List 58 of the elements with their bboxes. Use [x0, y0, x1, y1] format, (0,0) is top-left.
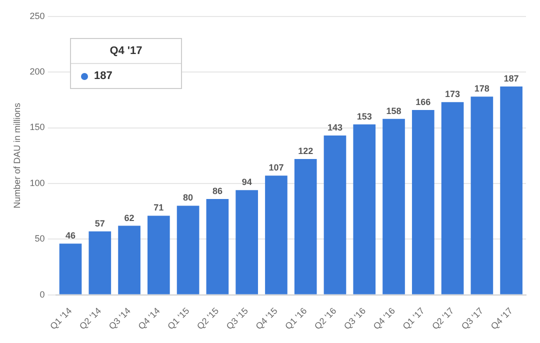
data-label: 71	[154, 202, 164, 213]
bar	[148, 216, 170, 294]
x-tick-label: Q4 '14	[136, 306, 162, 332]
bar	[441, 102, 464, 294]
bar	[470, 96, 494, 294]
x-tick-label: Q1 '14	[48, 306, 74, 332]
y-axis-title: Number of DAU in millions	[12, 102, 22, 208]
x-tick-label: Q3 '15	[224, 306, 250, 332]
data-label: 166	[416, 96, 431, 107]
x-tick-label: Q2 '14	[77, 306, 104, 332]
data-label: 94	[242, 177, 252, 188]
data-label: 158	[386, 106, 402, 116]
bar	[353, 124, 376, 294]
data-label: 80	[183, 192, 194, 203]
data-label: 86	[212, 186, 222, 196]
y-tick-label: 50	[34, 234, 45, 244]
bar	[118, 226, 140, 294]
x-tick-label: Q2 '16	[312, 306, 338, 332]
data-label: 46	[66, 230, 76, 241]
data-label: 153	[356, 111, 372, 122]
x-tick-label: Q2 '17	[430, 306, 456, 332]
annotation: 187	[94, 70, 112, 82]
x-tick-label: Q2 '15	[194, 306, 221, 332]
annotation: Q4 '17	[110, 45, 142, 57]
y-tick-label: 150	[30, 122, 45, 132]
x-tick-label: Q4 '17	[488, 306, 514, 332]
data-label: 143	[327, 122, 343, 133]
bar	[324, 136, 346, 294]
x-tick-label: Q1 '17	[400, 306, 426, 332]
x-tick-label: Q1 '16	[283, 306, 309, 332]
bar	[59, 244, 82, 294]
bar	[500, 86, 522, 294]
y-tick-label: 200	[30, 66, 45, 77]
x-tick-label: Q1 '15	[166, 306, 192, 332]
x-tick-label: Q3 '16	[342, 306, 368, 332]
data-label: 122	[298, 146, 314, 156]
data-label: 173	[445, 89, 460, 100]
data-label: 107	[268, 162, 284, 173]
x-tick-label: Q3 '17	[459, 306, 486, 332]
bar	[382, 118, 405, 294]
y-tick-label: 250	[30, 10, 45, 21]
bar	[176, 206, 200, 294]
bar	[206, 199, 229, 294]
bar	[412, 110, 434, 294]
bar	[294, 158, 317, 294]
x-tick-label: Q4 '16	[371, 306, 397, 332]
data-label: 178	[474, 84, 490, 94]
bar	[88, 231, 112, 294]
data-label: 187	[504, 74, 519, 84]
data-label: 57	[94, 218, 105, 228]
bar	[265, 176, 288, 294]
bar	[236, 190, 258, 294]
data-label: 62	[124, 212, 134, 223]
y-tick-label: 100	[30, 178, 45, 188]
x-tick-label: Q4 '15	[254, 306, 280, 332]
tooltip-card: Q4 '17 187	[70, 38, 182, 89]
x-tick-label: Q3 '14	[106, 306, 132, 332]
y-tick-label: 0	[40, 289, 45, 300]
